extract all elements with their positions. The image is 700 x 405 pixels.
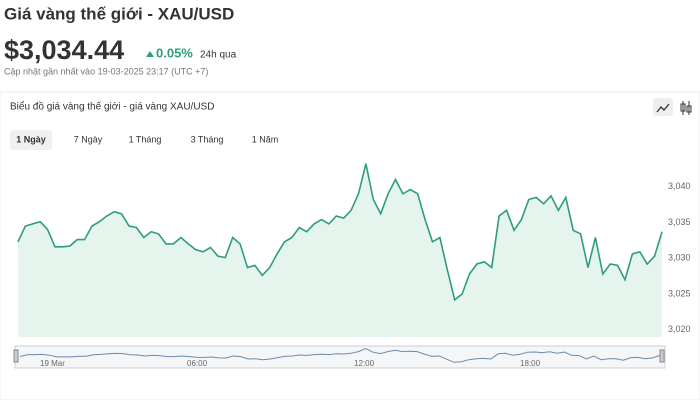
tab[interactable]: 1 Tháng xyxy=(129,134,162,144)
navigator-content: 19 Mar 06:00 12:00 18:00 xyxy=(13,348,665,368)
change: 0.05% xyxy=(156,45,193,60)
tab[interactable]: 7 Ngày xyxy=(74,134,103,144)
navigator-label: 06:00 xyxy=(187,359,208,368)
plot: 3,020 3,025 3,030 3,035 3,040 xyxy=(17,163,691,337)
navigator-label: 12:00 xyxy=(354,359,375,368)
navigator[interactable] xyxy=(14,345,666,369)
period: 24h qua xyxy=(200,50,237,61)
tabs: 1 Ngày 7 Ngày 1 Tháng 3 Tháng 1 Năm xyxy=(10,130,278,150)
tab[interactable]: 3 Tháng xyxy=(191,134,224,144)
page-title: Giá vàng thế giới - XAU/USD xyxy=(4,4,234,23)
line-icon xyxy=(656,103,670,113)
navigator-label: 18:00 xyxy=(520,359,541,368)
price-line xyxy=(17,163,663,302)
updated: Cập nhật gần nhất vào 19-03-2025 23:17 (… xyxy=(4,66,208,76)
navigator-handle[interactable] xyxy=(13,349,19,363)
navigator-label: 19 Mar xyxy=(40,359,65,368)
candle-icon xyxy=(680,101,692,115)
y-tick-label: 3,025 xyxy=(668,288,691,298)
y-tick-label: 3,030 xyxy=(668,253,691,263)
tab[interactable]: 1 Năm xyxy=(252,134,279,144)
y-tick-label: 3,035 xyxy=(668,217,691,227)
line-mode-button[interactable] xyxy=(653,98,673,116)
y-tick-label: 3,040 xyxy=(668,181,691,191)
up-arrow xyxy=(146,51,154,57)
y-tick-label: 3,020 xyxy=(668,324,691,334)
candle-mode-button[interactable] xyxy=(676,98,696,116)
chart-title: Biểu đồ giá vàng thế giới - giá vàng XAU… xyxy=(10,101,214,113)
tab[interactable]: 1 Ngày xyxy=(16,134,46,144)
area xyxy=(18,163,662,337)
navigator-line xyxy=(19,348,661,363)
tab-active xyxy=(10,130,52,150)
navigator-handle[interactable] xyxy=(659,349,665,363)
price: $3,034.44 xyxy=(4,35,124,65)
